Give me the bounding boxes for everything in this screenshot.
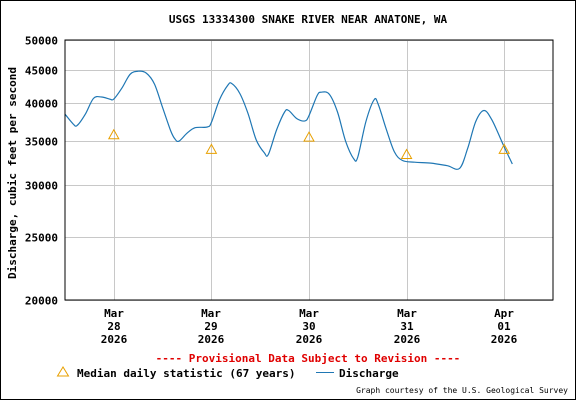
y-tick-label: 35000: [25, 136, 58, 149]
legend-median-marker: [56, 366, 70, 377]
y-tick-label: 40000: [25, 98, 58, 111]
x-tick-labels: Mar 28 2026 Mar 29 2026 Mar 30 2026 Mar 31 2026 Apr 0…: [101, 307, 518, 346]
x-tick-label: Mar 30 2026: [296, 307, 323, 346]
legend-discharge-label: Discharge: [339, 367, 399, 380]
median-marker: [205, 143, 218, 154]
discharge-line: [64, 70, 513, 170]
median-marker: [107, 128, 120, 140]
x-tick-label: Mar 28 2026: [101, 307, 128, 346]
y-axis-label: Discharge, cubic feet per second: [6, 67, 19, 279]
credit-note: Graph courtesy of the U.S. Geological Su…: [356, 386, 568, 395]
median-marker: [400, 148, 413, 159]
y-tick-labels: 20000 25000 30000 35000 40000 45000 50000: [25, 35, 58, 308]
y-tick-label: 50000: [25, 35, 58, 48]
y-tick-label: 45000: [25, 65, 58, 78]
median-marker: [303, 131, 315, 142]
x-tick-label: Mar 29 2026: [198, 307, 225, 346]
y-tick-label: 20000: [25, 295, 58, 308]
plot-frame: [64, 39, 554, 301]
y-tick-label: 30000: [25, 180, 58, 193]
median-marker: [498, 143, 511, 154]
y-tick-label: 25000: [25, 232, 58, 245]
legend-median-label: Median daily statistic (67 years): [77, 367, 296, 380]
series-layer: [64, 70, 513, 170]
chart-title: USGS 13334300 SNAKE RIVER NEAR ANATONE, …: [169, 13, 448, 26]
legend: Median daily statistic (67 years) Discha…: [56, 366, 399, 380]
provisional-note: ---- Provisional Data Subject to Revisio…: [156, 352, 461, 365]
x-tick-label: Apr 01 2026: [491, 307, 518, 346]
x-tick-label: Mar 31 2026: [394, 307, 421, 346]
